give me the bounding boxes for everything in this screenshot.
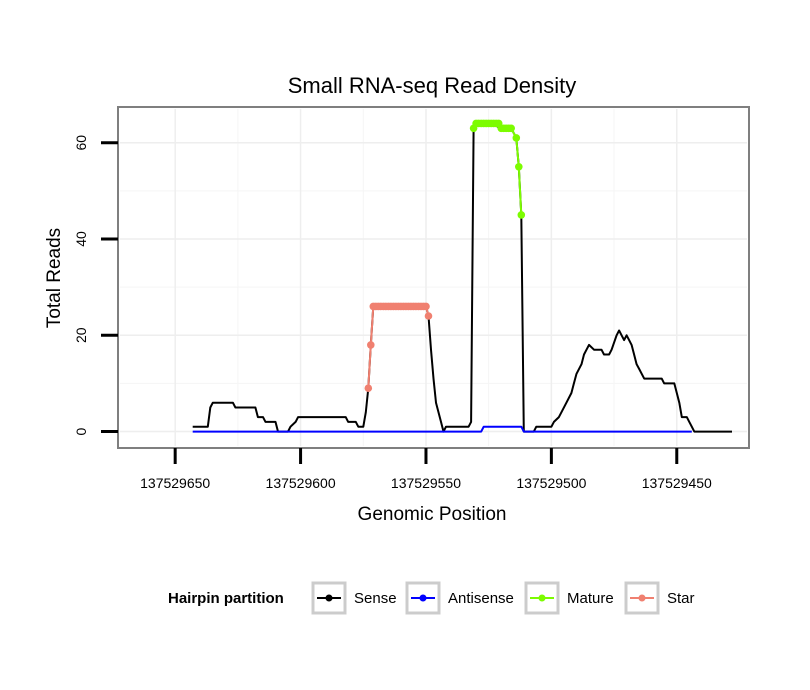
legend-key-point (538, 594, 546, 602)
x-tick-label: 137529650 (140, 475, 210, 491)
legend-label: Sense (354, 590, 397, 607)
series-point-mature (515, 163, 523, 171)
series-line-antisense (192, 425, 692, 433)
legend-label: Mature (567, 590, 614, 607)
legend-label: Star (667, 590, 695, 607)
y-tick-label: 40 (73, 231, 89, 247)
series-point-mature (517, 211, 526, 219)
x-axis: 137529650 137529600 137529550 137529500 1375… (140, 448, 712, 491)
x-tick-label: 137529450 (642, 475, 712, 491)
series-point-star (364, 384, 373, 393)
y-axis: 0 20 40 60 (73, 135, 118, 435)
series-point-star (424, 312, 433, 320)
x-axis-label: Genomic Position (358, 504, 507, 525)
y-axis-label: Total Reads (44, 228, 65, 328)
series-point-star (367, 341, 375, 349)
y-tick-label: 20 (73, 327, 89, 343)
y-tick-label: 60 (73, 135, 89, 151)
series-point-mature (512, 134, 521, 142)
legend-label: Antisense (448, 590, 514, 607)
legend-items: Sense Antisense Mature Star (311, 581, 695, 615)
legend-key-point (419, 594, 427, 602)
plot-panel (117, 106, 750, 449)
series-layer (192, 119, 732, 433)
legend: Hairpin partition Sense Antisense Mature St… (168, 581, 695, 615)
legend-key-point (638, 594, 646, 602)
legend-title: Hairpin partition (168, 590, 284, 607)
legend-key-point (325, 594, 333, 602)
x-tick-label: 137529600 (266, 475, 336, 491)
x-tick-label: 137529550 (391, 475, 461, 491)
chart-title: Small RNA-seq Read Density (288, 73, 577, 98)
series-point-mature (507, 124, 515, 133)
series-point-star (422, 302, 430, 311)
y-tick-label: 0 (73, 427, 89, 435)
x-tick-label: 137529500 (516, 475, 586, 491)
